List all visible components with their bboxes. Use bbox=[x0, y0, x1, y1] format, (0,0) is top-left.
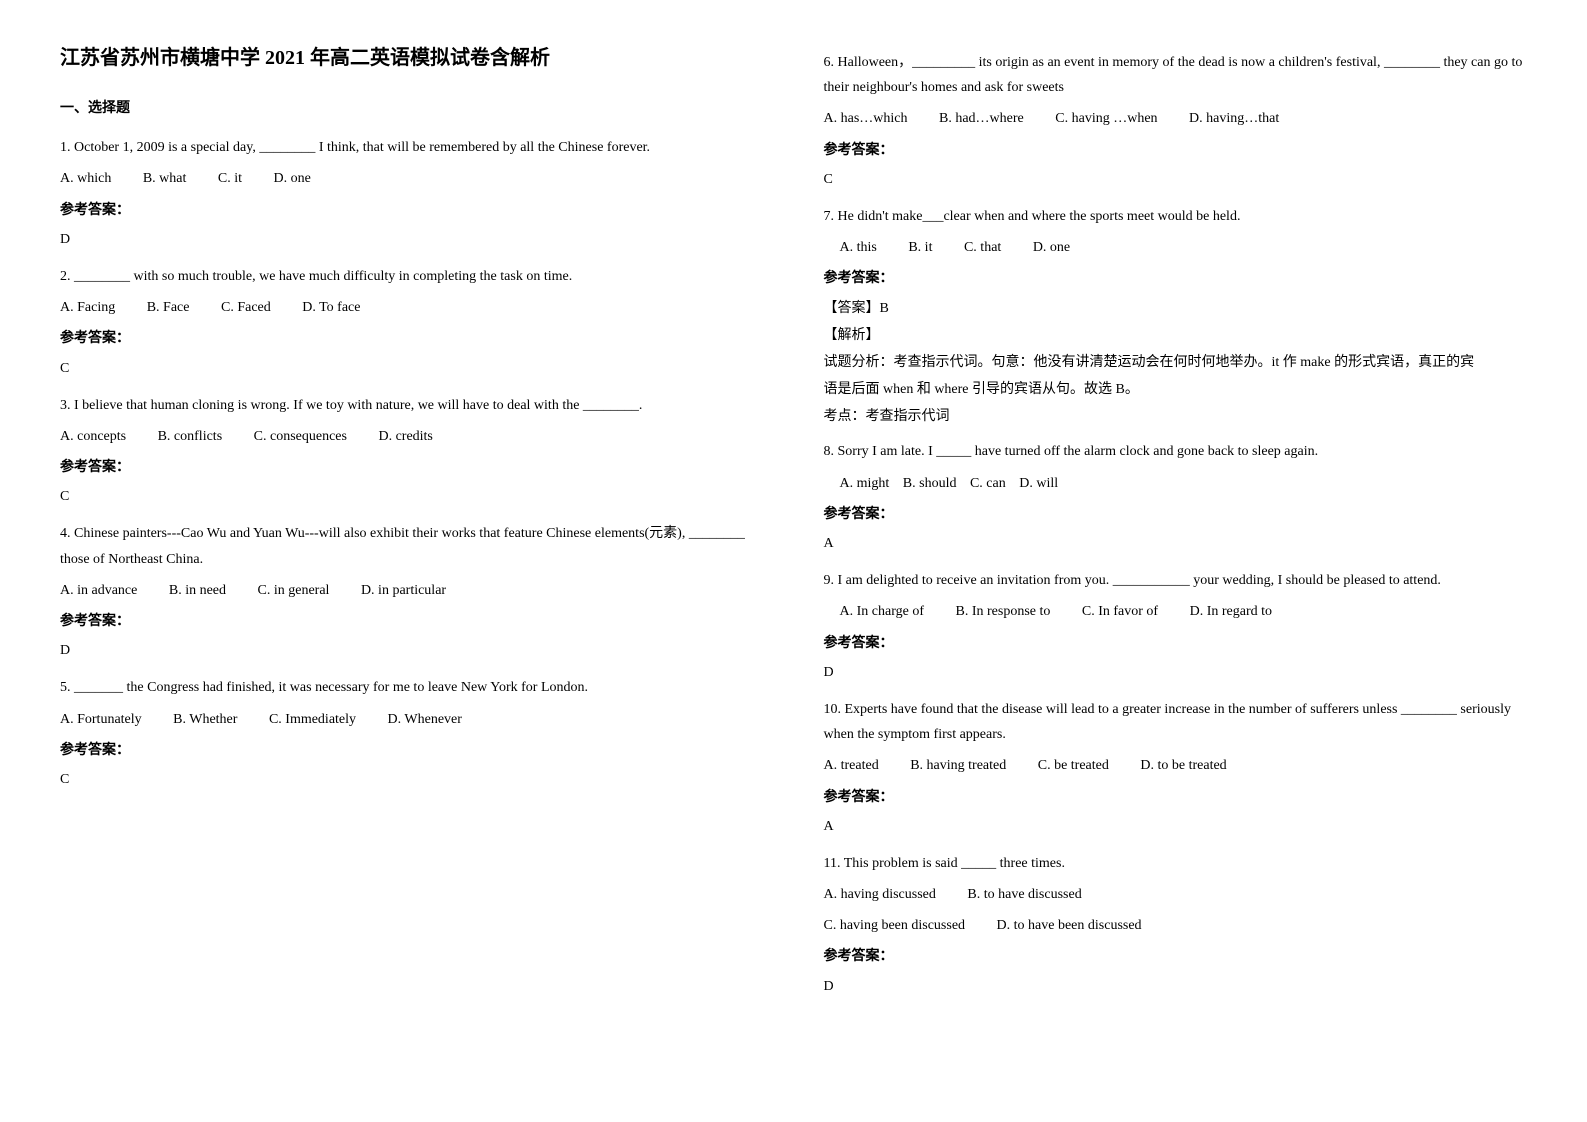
answer-label-8: 参考答案： bbox=[824, 502, 1528, 527]
q9-opt-b: B. In response to bbox=[956, 604, 1051, 619]
q10-opt-c: C. be treated bbox=[1038, 758, 1109, 773]
answer-label-3: 参考答案： bbox=[60, 455, 764, 480]
q8-opt-a: A. might bbox=[840, 476, 890, 491]
options-2: A. Facing B. Face C. Faced D. To face bbox=[60, 295, 764, 320]
question-6: 6. Halloween，_________ its origin as an … bbox=[824, 50, 1528, 100]
right-column: 6. Halloween，_________ its origin as an … bbox=[824, 40, 1528, 1011]
q8-opt-c: C. can bbox=[970, 476, 1006, 491]
answer-10: A bbox=[824, 814, 1528, 839]
q3-opt-a: A. concepts bbox=[60, 429, 126, 444]
q10-opt-b: B. having treated bbox=[910, 758, 1006, 773]
answer-9: D bbox=[824, 660, 1528, 685]
analysis-7-2: 语是后面 when 和 where 引导的宾语从句。故选 B。 bbox=[824, 377, 1528, 402]
q3-opt-c: C. consequences bbox=[254, 429, 347, 444]
q1-opt-d: D. one bbox=[274, 171, 311, 186]
options-6: A. has…which B. had…where C. having …whe… bbox=[824, 106, 1528, 131]
answer-label-10: 参考答案： bbox=[824, 785, 1528, 810]
q8-opt-d: D. will bbox=[1019, 476, 1058, 491]
q7-opt-d: D. one bbox=[1033, 240, 1070, 255]
answer-label-7: 参考答案： bbox=[824, 266, 1528, 291]
page-title: 江苏省苏州市横塘中学 2021 年高二英语模拟试卷含解析 bbox=[60, 40, 764, 76]
answer-label-1: 参考答案： bbox=[60, 198, 764, 223]
options-11b: C. having been discussed D. to have been… bbox=[824, 913, 1528, 938]
answer-tag-7: 【答案】B bbox=[824, 296, 1528, 321]
question-10: 10. Experts have found that the disease … bbox=[824, 697, 1528, 747]
question-1: 1. October 1, 2009 is a special day, ___… bbox=[60, 135, 764, 160]
q11-opt-c: C. having been discussed bbox=[824, 918, 966, 933]
question-5: 5. _______ the Congress had finished, it… bbox=[60, 675, 764, 700]
q4-opt-c: C. in general bbox=[258, 583, 330, 598]
q7-opt-c: C. that bbox=[964, 240, 1001, 255]
q5-opt-c: C. Immediately bbox=[269, 712, 356, 727]
question-9: 9. I am delighted to receive an invitati… bbox=[824, 568, 1528, 593]
answer-label-11: 参考答案： bbox=[824, 944, 1528, 969]
question-7: 7. He didn't make___clear when and where… bbox=[824, 204, 1528, 229]
q2-opt-a: A. Facing bbox=[60, 300, 115, 315]
q4-opt-a: A. in advance bbox=[60, 583, 137, 598]
answer-5: C bbox=[60, 767, 764, 792]
options-7: A. this B. it C. that D. one bbox=[824, 235, 1528, 260]
q10-opt-d: D. to be treated bbox=[1140, 758, 1226, 773]
q6-opt-a: A. has…which bbox=[824, 111, 908, 126]
question-3: 3. I believe that human cloning is wrong… bbox=[60, 393, 764, 418]
q9-opt-d: D. In regard to bbox=[1190, 604, 1272, 619]
question-4: 4. Chinese painters---Cao Wu and Yuan Wu… bbox=[60, 521, 764, 571]
q2-opt-d: D. To face bbox=[302, 300, 360, 315]
options-4: A. in advance B. in need C. in general D… bbox=[60, 578, 764, 603]
analysis-7-3: 考点：考查指示代词 bbox=[824, 404, 1528, 429]
q6-opt-c: C. having …when bbox=[1055, 111, 1157, 126]
section-heading: 一、选择题 bbox=[60, 96, 764, 121]
q3-opt-d: D. credits bbox=[378, 429, 432, 444]
answer-label-5: 参考答案： bbox=[60, 738, 764, 763]
options-8: A. might B. should C. can D. will bbox=[824, 471, 1528, 496]
options-5: A. Fortunately B. Whether C. Immediately… bbox=[60, 707, 764, 732]
options-10: A. treated B. having treated C. be treat… bbox=[824, 753, 1528, 778]
q1-opt-c: C. it bbox=[218, 171, 242, 186]
q11-opt-a: A. having discussed bbox=[824, 887, 936, 902]
q6-opt-d: D. having…that bbox=[1189, 111, 1279, 126]
question-2: 2. ________ with so much trouble, we hav… bbox=[60, 264, 764, 289]
q5-opt-b: B. Whether bbox=[173, 712, 237, 727]
options-1: A. which B. what C. it D. one bbox=[60, 166, 764, 191]
left-column: 江苏省苏州市横塘中学 2021 年高二英语模拟试卷含解析 一、选择题 1. Oc… bbox=[60, 40, 764, 1011]
q2-opt-b: B. Face bbox=[147, 300, 190, 315]
answer-11: D bbox=[824, 974, 1528, 999]
q9-opt-a: A. In charge of bbox=[840, 604, 925, 619]
q4-opt-b: B. in need bbox=[169, 583, 226, 598]
q6-opt-b: B. had…where bbox=[939, 111, 1024, 126]
analysis-7-1: 试题分析：考查指示代词。句意：他没有讲清楚运动会在何时何地举办。it 作 mak… bbox=[824, 350, 1528, 375]
answer-label-2: 参考答案： bbox=[60, 326, 764, 351]
options-9: A. In charge of B. In response to C. In … bbox=[824, 599, 1528, 624]
q8-opt-b: B. should bbox=[903, 476, 957, 491]
answer-label-9: 参考答案： bbox=[824, 631, 1528, 656]
q4-opt-d: D. in particular bbox=[361, 583, 446, 598]
analysis-tag-7: 【解析】 bbox=[824, 323, 1528, 348]
answer-4: D bbox=[60, 638, 764, 663]
options-3: A. concepts B. conflicts C. consequences… bbox=[60, 424, 764, 449]
q5-opt-d: D. Whenever bbox=[388, 712, 462, 727]
answer-6: C bbox=[824, 167, 1528, 192]
options-11: A. having discussed B. to have discussed bbox=[824, 882, 1528, 907]
answer-1: D bbox=[60, 227, 764, 252]
answer-2: C bbox=[60, 356, 764, 381]
q7-opt-a: A. this bbox=[840, 240, 877, 255]
answer-label-4: 参考答案： bbox=[60, 609, 764, 634]
q1-opt-a: A. which bbox=[60, 171, 111, 186]
q5-opt-a: A. Fortunately bbox=[60, 712, 142, 727]
answer-label-6: 参考答案： bbox=[824, 138, 1528, 163]
answer-3: C bbox=[60, 484, 764, 509]
q9-opt-c: C. In favor of bbox=[1082, 604, 1158, 619]
question-11: 11. This problem is said _____ three tim… bbox=[824, 851, 1528, 876]
q11-opt-d: D. to have been discussed bbox=[997, 918, 1142, 933]
q7-opt-b: B. it bbox=[908, 240, 932, 255]
q1-opt-b: B. what bbox=[143, 171, 187, 186]
answer-8: A bbox=[824, 531, 1528, 556]
q11-opt-b: B. to have discussed bbox=[967, 887, 1081, 902]
q10-opt-a: A. treated bbox=[824, 758, 879, 773]
q3-opt-b: B. conflicts bbox=[158, 429, 223, 444]
q2-opt-c: C. Faced bbox=[221, 300, 271, 315]
question-8: 8. Sorry I am late. I _____ have turned … bbox=[824, 439, 1528, 464]
